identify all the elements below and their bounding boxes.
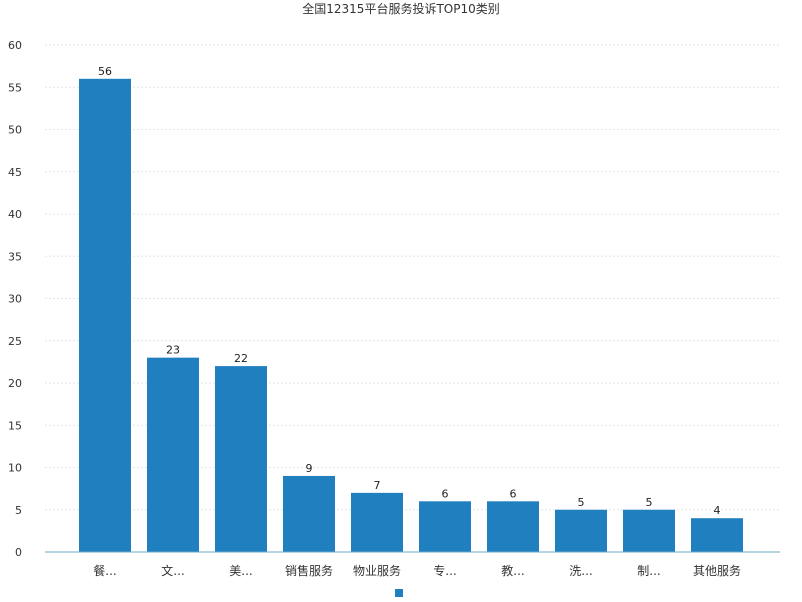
y-tick-label: 35 <box>8 250 22 263</box>
data-label: 23 <box>166 344 180 357</box>
x-tick-label: 物业服务 <box>353 563 401 578</box>
bar[interactable] <box>147 357 199 552</box>
data-label: 5 <box>578 496 585 509</box>
bar[interactable] <box>691 518 743 552</box>
chart-title: 全国12315平台服务投诉TOP10类别 <box>302 1 499 16</box>
x-tick-label: 专... <box>433 563 456 578</box>
y-tick-label: 5 <box>15 504 22 517</box>
bar[interactable] <box>351 492 403 552</box>
y-tick-label: 0 <box>15 546 22 559</box>
y-tick-label: 40 <box>8 208 22 221</box>
x-tick-label: 餐... <box>93 563 116 578</box>
data-label: 56 <box>98 65 112 78</box>
x-axis-ticks: 餐... 文... 美... 销售服务 物业服务 专... 教... 洗... 制... 其他服务 <box>93 563 741 578</box>
data-label: 22 <box>234 352 248 365</box>
y-axis-ticks: 0 5 10 15 20 25 30 35 40 45 50 55 60 <box>8 39 22 559</box>
bar[interactable] <box>215 366 267 552</box>
y-tick-label: 25 <box>8 335 22 348</box>
data-label: 7 <box>374 479 381 492</box>
bar[interactable] <box>555 509 607 552</box>
y-tick-label: 55 <box>8 81 22 94</box>
y-tick-label: 10 <box>8 462 22 475</box>
legend-swatch[interactable] <box>395 589 403 597</box>
x-tick-label: 其他服务 <box>693 563 741 578</box>
data-label: 6 <box>510 487 517 500</box>
bar[interactable] <box>487 501 539 552</box>
data-label: 6 <box>442 487 449 500</box>
x-tick-label: 美... <box>229 564 252 578</box>
y-tick-label: 50 <box>8 124 22 137</box>
bar[interactable] <box>79 78 131 553</box>
y-tick-label: 20 <box>8 377 22 390</box>
x-tick-label: 教... <box>501 563 524 578</box>
x-tick-label: 销售服务 <box>285 563 333 578</box>
x-tick-label: 洗... <box>569 564 592 578</box>
y-tick-label: 30 <box>8 293 22 306</box>
bar[interactable] <box>419 501 471 552</box>
x-tick-label: 制... <box>637 564 660 578</box>
x-tick-label: 文... <box>161 563 184 578</box>
bar[interactable] <box>623 509 675 552</box>
y-tick-label: 15 <box>8 419 22 432</box>
y-tick-label: 60 <box>8 39 22 52</box>
data-label: 9 <box>306 462 313 475</box>
data-labels: 56 23 22 9 7 6 6 5 5 4 <box>98 65 721 517</box>
data-label: 4 <box>714 504 721 517</box>
bar[interactable] <box>283 475 335 552</box>
y-tick-label: 45 <box>8 166 22 179</box>
data-label: 5 <box>646 496 653 509</box>
bars <box>79 78 743 553</box>
grid-lines <box>45 44 780 511</box>
